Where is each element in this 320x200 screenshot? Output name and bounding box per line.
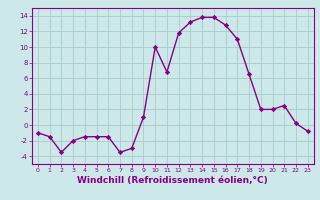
- X-axis label: Windchill (Refroidissement éolien,°C): Windchill (Refroidissement éolien,°C): [77, 176, 268, 185]
